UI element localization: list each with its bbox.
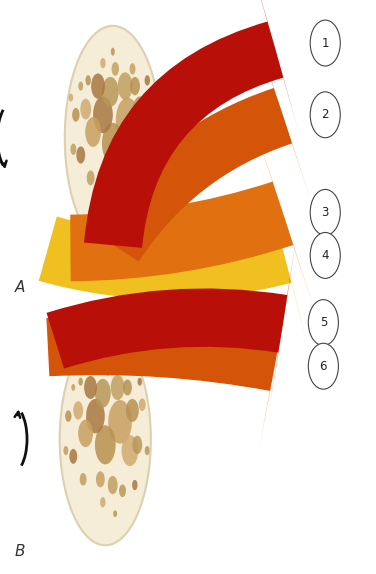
Ellipse shape — [133, 96, 147, 122]
Ellipse shape — [123, 379, 132, 395]
Ellipse shape — [85, 75, 91, 86]
Ellipse shape — [76, 146, 85, 164]
Ellipse shape — [116, 98, 139, 144]
Ellipse shape — [129, 133, 146, 165]
Ellipse shape — [130, 63, 135, 75]
FancyArrowPatch shape — [46, 276, 291, 448]
Ellipse shape — [139, 177, 146, 190]
Ellipse shape — [120, 208, 125, 217]
Ellipse shape — [80, 473, 86, 486]
FancyArrowPatch shape — [90, 33, 310, 262]
Ellipse shape — [71, 384, 75, 391]
Circle shape — [310, 189, 340, 235]
Ellipse shape — [132, 436, 142, 454]
Ellipse shape — [102, 123, 124, 164]
Ellipse shape — [93, 96, 113, 133]
Ellipse shape — [112, 62, 119, 76]
Text: 5: 5 — [320, 316, 327, 329]
Ellipse shape — [126, 182, 134, 197]
FancyArrowPatch shape — [47, 238, 296, 410]
Text: 6: 6 — [320, 360, 327, 373]
Ellipse shape — [95, 379, 111, 408]
FancyArrowPatch shape — [84, 0, 299, 248]
Ellipse shape — [72, 108, 80, 122]
Ellipse shape — [93, 203, 98, 211]
Ellipse shape — [79, 378, 83, 386]
Ellipse shape — [139, 398, 146, 411]
Ellipse shape — [73, 401, 83, 420]
Ellipse shape — [118, 72, 132, 100]
Ellipse shape — [100, 497, 106, 507]
Ellipse shape — [95, 425, 116, 464]
Ellipse shape — [80, 99, 91, 119]
Ellipse shape — [84, 376, 97, 399]
Text: 4: 4 — [321, 249, 329, 262]
Ellipse shape — [111, 375, 124, 400]
Circle shape — [310, 20, 340, 66]
Text: A: A — [15, 280, 26, 294]
Ellipse shape — [107, 195, 114, 207]
Ellipse shape — [65, 26, 161, 250]
Ellipse shape — [150, 186, 154, 193]
Circle shape — [308, 300, 338, 346]
Ellipse shape — [91, 73, 105, 99]
Ellipse shape — [115, 173, 126, 194]
Ellipse shape — [126, 399, 139, 422]
Ellipse shape — [70, 144, 76, 155]
Ellipse shape — [121, 435, 138, 466]
Ellipse shape — [152, 88, 157, 96]
Ellipse shape — [102, 77, 119, 107]
Ellipse shape — [69, 94, 73, 102]
Ellipse shape — [60, 333, 151, 545]
FancyArrowPatch shape — [70, 118, 314, 308]
Ellipse shape — [145, 75, 150, 86]
Ellipse shape — [130, 77, 140, 95]
Ellipse shape — [78, 82, 83, 91]
Ellipse shape — [78, 420, 93, 447]
Ellipse shape — [138, 378, 142, 386]
Ellipse shape — [146, 96, 154, 111]
Ellipse shape — [145, 446, 150, 455]
Ellipse shape — [111, 48, 115, 56]
Ellipse shape — [65, 410, 71, 422]
Ellipse shape — [119, 484, 126, 497]
Circle shape — [308, 343, 338, 389]
Ellipse shape — [86, 399, 105, 433]
Ellipse shape — [108, 476, 118, 494]
Circle shape — [310, 92, 340, 138]
Ellipse shape — [139, 133, 150, 154]
Text: B: B — [15, 544, 26, 559]
Ellipse shape — [132, 480, 138, 490]
Text: 1: 1 — [321, 37, 329, 49]
Ellipse shape — [123, 366, 127, 375]
Text: 3: 3 — [321, 206, 329, 219]
Circle shape — [310, 232, 340, 278]
Ellipse shape — [152, 144, 158, 155]
Ellipse shape — [135, 203, 139, 211]
Ellipse shape — [96, 471, 105, 487]
FancyArrowPatch shape — [39, 154, 308, 347]
Ellipse shape — [100, 58, 106, 68]
Ellipse shape — [87, 170, 95, 185]
Ellipse shape — [113, 510, 117, 517]
Ellipse shape — [93, 360, 98, 369]
Ellipse shape — [69, 449, 77, 464]
Ellipse shape — [105, 364, 111, 376]
Ellipse shape — [103, 169, 113, 187]
Text: 2: 2 — [321, 108, 329, 121]
Ellipse shape — [108, 400, 132, 444]
Ellipse shape — [85, 117, 101, 147]
Ellipse shape — [64, 446, 68, 455]
